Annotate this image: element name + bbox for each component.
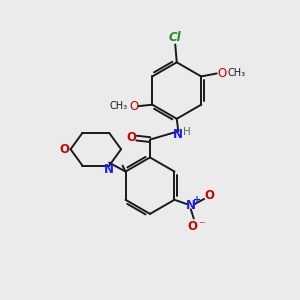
Text: Cl: Cl <box>169 32 182 44</box>
Text: N: N <box>186 199 196 212</box>
Text: CH₃: CH₃ <box>110 101 128 111</box>
Text: +: + <box>193 195 201 206</box>
Text: N: N <box>104 163 114 176</box>
Text: O: O <box>187 220 197 233</box>
Text: O: O <box>205 189 214 203</box>
Text: CH₃: CH₃ <box>227 68 245 79</box>
Text: O: O <box>129 100 138 113</box>
Text: O: O <box>218 67 226 80</box>
Text: H: H <box>183 128 190 137</box>
Text: ⁻: ⁻ <box>198 219 205 232</box>
Text: O: O <box>126 131 136 144</box>
Text: O: O <box>60 143 70 156</box>
Text: N: N <box>172 128 183 141</box>
